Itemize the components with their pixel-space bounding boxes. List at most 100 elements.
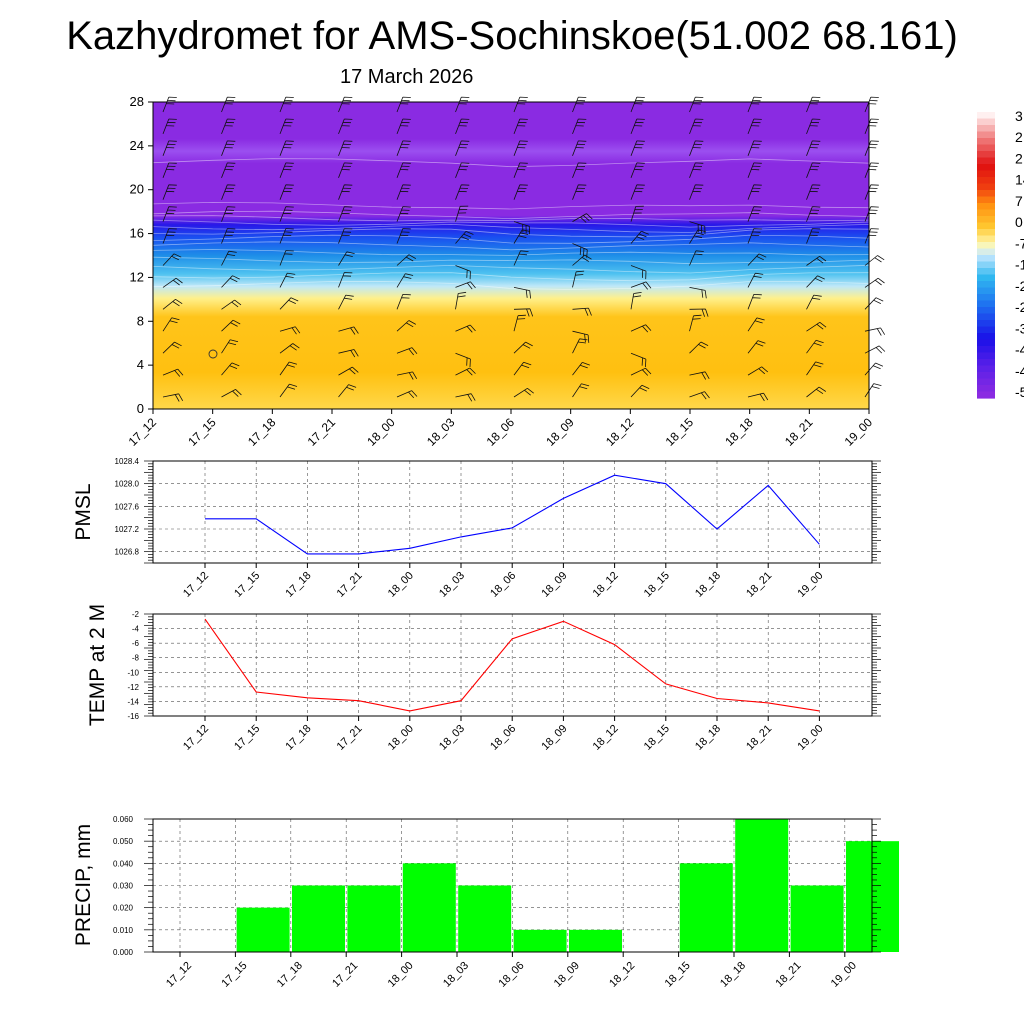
wind-barb xyxy=(221,362,240,376)
x-tick-label: 18_03 xyxy=(424,415,458,449)
wind-barb xyxy=(338,140,353,156)
x-tick-label: 18_21 xyxy=(782,415,816,449)
x-tick-label: 18_21 xyxy=(744,570,774,600)
precip-bar xyxy=(402,863,456,952)
colorbar-label: 2 xyxy=(1015,150,1023,166)
precip-panel: 0.000 0.010 0.020 0.030 0.040 0.050 0.060 17_12… xyxy=(72,815,899,990)
x-tick-label: 17_15 xyxy=(232,723,262,753)
y-tick-label: 0.040 xyxy=(113,859,134,868)
wind-barb xyxy=(747,317,765,332)
x-tick-label: 17_12 xyxy=(164,960,194,990)
wind-barb xyxy=(689,221,706,235)
colorbar-label: 2 xyxy=(1015,129,1023,145)
cross-section-field xyxy=(153,102,869,409)
contour-line xyxy=(152,158,870,168)
wind-barb xyxy=(689,341,709,354)
colorbar-label: 0 xyxy=(1015,214,1023,230)
wind-barb xyxy=(864,184,879,200)
wind-barb xyxy=(864,206,879,222)
colorbar-segment xyxy=(977,378,995,386)
wind-barb xyxy=(572,243,588,258)
x-tick-label: 18_09 xyxy=(543,415,577,449)
y-tick-label: -6 xyxy=(132,639,140,648)
precip-bar xyxy=(679,863,733,952)
colorbar-segment xyxy=(977,268,995,276)
colorbar: 3 2 2 14 7 0 -7 -1 -2 -2 -3 -4 -4 -5 xyxy=(977,108,1024,400)
wind-barb xyxy=(221,96,236,113)
colorbar-segment xyxy=(977,216,995,224)
x-tick-label: 18_12 xyxy=(591,723,621,753)
wind-barb xyxy=(572,184,587,200)
calm-wind-marker xyxy=(208,349,218,359)
precip-bar xyxy=(735,819,789,952)
x-tick-label: 19_00 xyxy=(842,415,876,449)
wind-barb xyxy=(162,184,177,200)
x-tick-label: 18_18 xyxy=(693,723,723,753)
wind-barb xyxy=(455,393,476,402)
colorbar-segment xyxy=(977,190,995,198)
contour-line xyxy=(152,228,870,238)
colorbar-segment xyxy=(977,274,995,282)
wind-barb xyxy=(513,96,528,113)
wind-barb xyxy=(806,386,827,398)
wind-barb xyxy=(806,275,825,288)
wind-barb xyxy=(279,96,294,113)
colorbar-label: -4 xyxy=(1015,342,1024,358)
wind-barb xyxy=(279,383,298,398)
y-tick-label: 1026.8 xyxy=(115,548,140,557)
wind-barb xyxy=(747,272,764,288)
wind-barb xyxy=(806,339,824,354)
x-tick-label: 18_12 xyxy=(603,415,637,449)
colorbar-segment xyxy=(977,203,995,211)
wind-barb xyxy=(572,140,587,156)
colorbar-label: 7 xyxy=(1015,193,1023,209)
colorbar-segment xyxy=(977,170,995,178)
wind-barb xyxy=(338,228,353,244)
x-tick-label: 18_06 xyxy=(488,570,518,600)
colorbar-segment xyxy=(977,144,995,152)
wind-barb xyxy=(630,140,645,156)
wind-barb xyxy=(864,327,886,336)
wind-barb xyxy=(221,228,236,244)
x-tick-label: 17_18 xyxy=(275,960,305,990)
wind-barb xyxy=(513,314,526,332)
cross-section-panel: 0 4 8 12 16 20 24 28 17_12 17_15 17_18 17_21 18_00 18… xyxy=(126,94,886,449)
wind-barb xyxy=(221,184,236,200)
wind-barb xyxy=(396,320,416,332)
wind-barb xyxy=(572,270,585,288)
colorbar-segment xyxy=(977,118,995,126)
wind-barb xyxy=(630,184,645,200)
colorbar-segment xyxy=(977,339,995,347)
colorbar-segment xyxy=(977,183,995,191)
wind-barb xyxy=(455,184,470,200)
colorbar-label: -5 xyxy=(1015,384,1024,400)
x-tick-label: 18_00 xyxy=(386,960,416,990)
x-tick-label: 17_21 xyxy=(305,415,339,449)
colorbar-label: 14 xyxy=(1015,172,1024,188)
wind-barb xyxy=(279,272,296,288)
colorbar-label: -1 xyxy=(1015,257,1024,273)
wind-barb xyxy=(806,255,827,266)
wind-barb xyxy=(513,162,528,178)
colorbar-segment xyxy=(977,131,995,139)
pmsl-axis-label: PMSL xyxy=(72,483,95,540)
x-tick-label: 18_03 xyxy=(437,723,467,753)
wind-barb xyxy=(396,254,416,266)
wind-barb xyxy=(689,287,707,299)
wind-barb xyxy=(630,324,652,333)
wind-barb xyxy=(864,118,879,135)
colorbar-segment xyxy=(977,138,995,146)
x-tick-label: 17_12 xyxy=(126,415,160,449)
y-tick-label: -12 xyxy=(127,683,139,692)
colorbar-segment xyxy=(977,151,995,159)
x-tick-label: 18_15 xyxy=(663,415,697,449)
wind-barb xyxy=(572,213,593,223)
wind-barb xyxy=(162,298,183,310)
colorbar-segment xyxy=(977,287,995,295)
wind-barb xyxy=(689,184,704,200)
wind-barb xyxy=(572,254,592,266)
wind-barb xyxy=(630,281,652,290)
colorbar-segment xyxy=(977,307,995,315)
wind-barb xyxy=(806,206,821,222)
